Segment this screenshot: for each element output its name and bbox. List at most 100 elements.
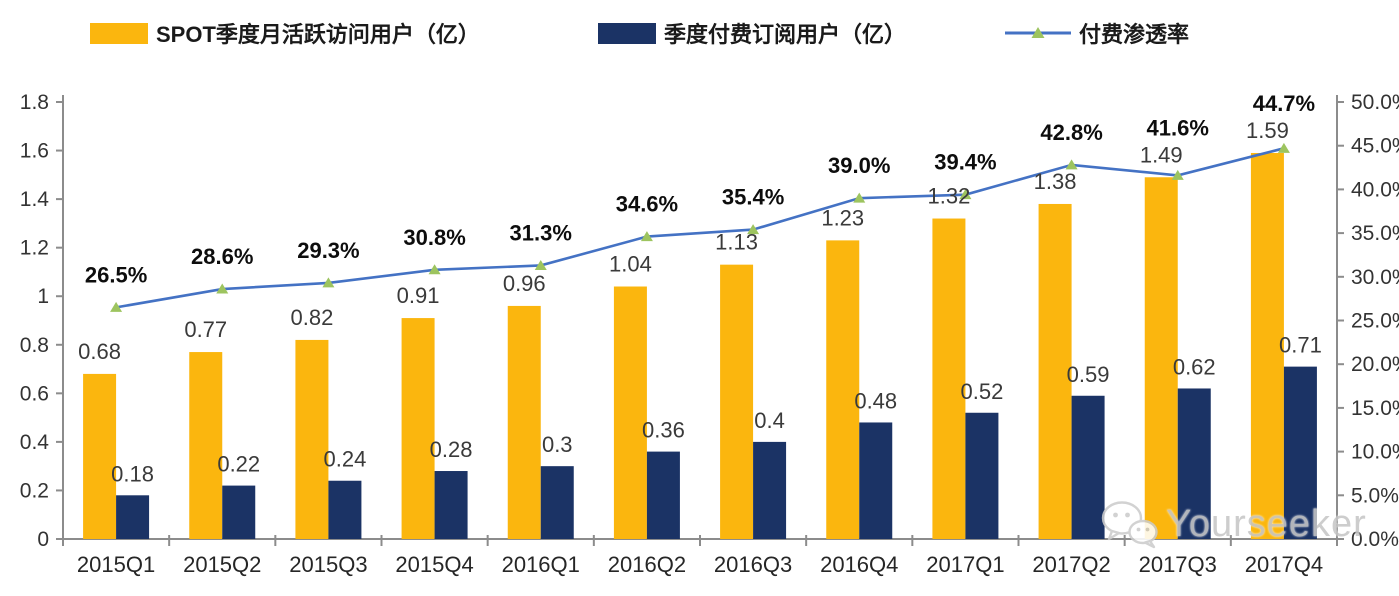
right-axis-tick-label: 45.0% [1351, 135, 1399, 158]
label-paid-2015Q2: 0.22 [217, 452, 260, 477]
x-axis-category-label: 2015Q3 [289, 552, 367, 577]
left-axis-tick-label: 0.8 [20, 334, 49, 357]
right-axis-tick-label: 50.0% [1351, 91, 1399, 114]
bar-paid-2015Q4 [434, 471, 468, 539]
bar-mau-2017Q3 [1144, 177, 1178, 539]
label-paid-2017Q4: 0.71 [1279, 333, 1322, 358]
right-axis-tick-label: 5.0% [1351, 484, 1399, 507]
left-axis-tick-label: 0.2 [20, 479, 49, 502]
label-paid-2015Q4: 0.28 [430, 437, 473, 462]
label-mau-2017Q4: 1.59 [1246, 118, 1289, 143]
label-penetration-2016Q2: 34.6% [616, 192, 678, 217]
bar-mau-2016Q2 [613, 286, 647, 539]
legend-item-paid: 季度付费订阅用户（亿） [598, 17, 906, 49]
penetration-line [115, 147, 1285, 309]
penetration-marker-2017Q3 [1171, 169, 1184, 180]
bar-paid-2016Q4 [859, 422, 893, 539]
bar-paid-2016Q2 [646, 451, 680, 539]
x-axis-category-label: 2015Q4 [395, 552, 473, 577]
x-axis-category-label: 2015Q2 [183, 552, 261, 577]
label-penetration-2016Q1: 31.3% [510, 220, 572, 245]
bar-paid-2017Q4 [1283, 366, 1317, 539]
bar-mau-2017Q1 [932, 218, 966, 540]
legend-label-mau: SPOT季度月活跃访问用户（亿） [156, 22, 480, 47]
label-penetration-2016Q3: 35.4% [722, 185, 784, 210]
legend-swatch-paid-bar [598, 22, 656, 44]
legend-item-mau: SPOT季度月活跃访问用户（亿） [90, 17, 480, 49]
label-mau-2016Q4: 1.23 [821, 205, 864, 230]
legend-item-penetration: 付费渗透率 [1005, 17, 1189, 49]
label-paid-2015Q1: 0.18 [111, 461, 154, 486]
penetration-marker-2016Q4 [853, 192, 866, 203]
label-penetration-2017Q4: 44.7% [1253, 91, 1315, 116]
penetration-marker-2016Q2 [640, 231, 653, 242]
label-paid-2016Q4: 0.48 [854, 388, 897, 413]
penetration-marker-2017Q1 [959, 189, 972, 200]
bar-paid-2015Q3 [328, 480, 362, 539]
left-axis-tick-label: 1.2 [20, 237, 49, 260]
bar-mau-2015Q1 [83, 373, 117, 539]
right-axis-tick-label: 35.0% [1351, 222, 1399, 245]
left-axis-tick-label: 0.6 [20, 382, 49, 405]
x-axis-category-label: 2016Q2 [608, 552, 686, 577]
left-axis-tick-label: 0 [37, 528, 49, 551]
label-mau-2016Q3: 1.13 [715, 230, 758, 255]
label-mau-2017Q3: 1.49 [1140, 142, 1183, 167]
penetration-marker-2015Q2 [216, 283, 229, 294]
bar-mau-2015Q4 [401, 318, 435, 539]
penetration-marker-2017Q2 [1065, 159, 1078, 170]
bar-mau-2016Q3 [720, 264, 754, 539]
label-mau-2015Q1: 0.68 [78, 339, 121, 364]
label-penetration-2017Q2: 42.8% [1040, 120, 1102, 145]
left-axis-tick-label: 1 [37, 285, 49, 308]
label-mau-2016Q2: 1.04 [609, 252, 652, 277]
label-penetration-2017Q1: 39.4% [934, 150, 996, 175]
label-penetration-2015Q2: 28.6% [191, 244, 253, 269]
legend-label-penetration: 付费渗透率 [1079, 22, 1190, 47]
label-paid-2016Q1: 0.3 [542, 432, 573, 457]
bar-paid-2015Q1 [116, 495, 150, 539]
right-axis-tick-label: 0.0% [1351, 528, 1399, 551]
x-axis-category-label: 2016Q4 [820, 552, 898, 577]
label-mau-2017Q1: 1.32 [928, 184, 971, 209]
left-axis-tick-label: 1.6 [20, 140, 49, 163]
label-penetration-2015Q1: 26.5% [85, 262, 147, 287]
label-penetration-2017Q3: 41.6% [1147, 115, 1209, 140]
penetration-marker-2015Q1 [110, 301, 123, 312]
right-axis-tick-label: 40.0% [1351, 178, 1399, 201]
label-paid-2017Q2: 0.59 [1067, 362, 1110, 387]
bar-paid-2015Q2 [222, 485, 256, 539]
label-paid-2016Q2: 0.36 [642, 418, 685, 443]
penetration-marker-2016Q3 [747, 224, 760, 235]
label-paid-2017Q1: 0.52 [961, 379, 1004, 404]
left-axis-tick-label: 1.4 [20, 188, 50, 211]
label-paid-2015Q3: 0.24 [324, 447, 367, 472]
bar-mau-2015Q2 [189, 352, 223, 539]
legend-swatch-mau-bar [90, 22, 148, 44]
x-axis-category-label: 2015Q1 [77, 552, 155, 577]
bar-mau-2017Q4 [1250, 152, 1284, 539]
bar-paid-2017Q2 [1071, 395, 1105, 539]
label-paid-2017Q3: 0.62 [1173, 354, 1216, 379]
line-marker-icon [1005, 27, 1071, 38]
bar-mau-2015Q3 [295, 339, 329, 539]
label-penetration-2015Q4: 30.8% [403, 225, 465, 250]
bar-mau-2016Q1 [507, 305, 541, 539]
label-mau-2016Q1: 0.96 [503, 271, 546, 296]
bar-paid-2016Q3 [753, 441, 787, 539]
bar-mau-2016Q4 [826, 240, 860, 539]
label-mau-2015Q3: 0.82 [291, 305, 334, 330]
right-axis-tick-label: 30.0% [1351, 266, 1399, 289]
penetration-marker-2017Q4 [1277, 142, 1290, 153]
right-axis-tick-label: 10.0% [1351, 441, 1399, 464]
x-axis-category-label: 2017Q2 [1032, 552, 1110, 577]
label-penetration-2015Q3: 29.3% [297, 238, 359, 263]
legend-label-paid: 季度付费订阅用户（亿） [664, 22, 907, 47]
bar-mau-2017Q2 [1038, 203, 1072, 539]
penetration-marker-2015Q4 [428, 264, 441, 275]
x-axis-category-label: 2017Q3 [1139, 552, 1217, 577]
left-axis-tick-label: 0.4 [20, 431, 50, 454]
label-paid-2016Q3: 0.4 [754, 408, 785, 433]
bar-paid-2017Q1 [965, 412, 999, 539]
